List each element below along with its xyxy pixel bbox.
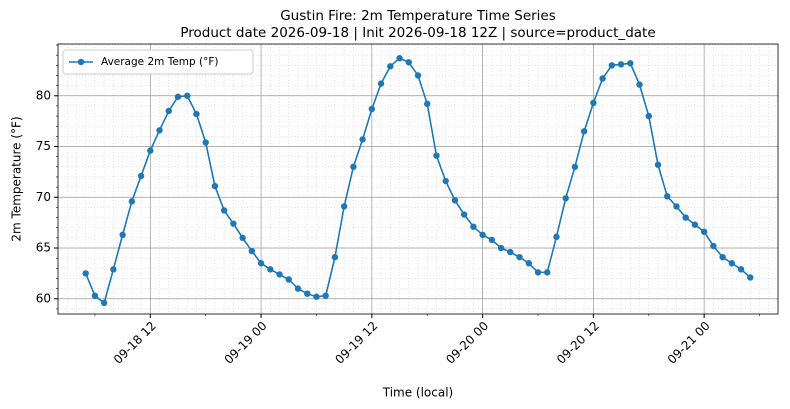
data-point [331,253,339,261]
plot-frame [57,43,779,315]
data-point [368,105,376,113]
y-tick-label: 65 [36,241,51,255]
data-point [654,161,662,168]
data-point [636,81,643,88]
data-point [110,266,117,273]
chart-title: Gustin Fire: 2m Temperature Time Series [280,8,556,24]
data-point [377,80,385,87]
data-point [673,203,680,210]
data-point [193,110,200,118]
legend-box [62,49,254,75]
data-point [100,299,108,307]
data-point [470,223,477,230]
data-point [359,136,366,143]
data-point [479,231,486,239]
data-point [737,266,745,273]
data-point [184,92,191,99]
data-point [460,211,468,218]
y-tick-label: 80 [36,88,51,102]
data-point [322,292,329,299]
x-tick-label: 09-18 12 [111,319,159,367]
legend-label: Average 2m Temp (°F) [101,56,219,68]
data-point [562,195,569,202]
x-tick-label: 09-20 00 [443,319,491,367]
data-point [424,100,431,108]
data-point [165,107,172,115]
data-point [313,293,320,300]
y-tick-label: 70 [36,190,51,204]
data-point [350,163,357,171]
data-point [645,112,652,120]
data-point [719,253,726,261]
data-point [387,63,394,70]
data-point [248,247,256,255]
data-point [627,60,634,67]
data-point [488,236,496,244]
data-point [396,55,403,62]
x-tick-label: 09-21 00 [665,319,713,367]
data-point [147,147,154,154]
data-point [304,290,311,297]
y-tick-label: 75 [36,139,51,153]
data-point [617,61,625,68]
data-point [691,221,699,228]
data-point [553,233,560,241]
data-point [710,242,717,250]
x-axis-label: Time (local) [382,386,454,400]
data-point [700,228,708,235]
data-point [211,182,219,190]
data-point [516,253,523,261]
data-point [82,270,89,277]
data-point [507,248,514,256]
x-tick-label: 09-20 12 [554,319,602,367]
data-point [202,139,209,146]
legend-marker [77,58,85,66]
chart-subtitle: Product date 2026-09-18 | Init 2026-09-1… [180,25,655,41]
data-point [451,197,459,204]
data-point [590,99,597,107]
data-point [525,260,532,267]
data-point [257,260,265,267]
data-point [433,152,440,159]
data-point [137,172,145,180]
data-point [747,274,754,281]
data-point [580,128,588,135]
y-axis-label: 2m Temperature (°F) [10,116,24,241]
data-point [728,260,736,267]
data-point [294,285,302,292]
data-point [285,276,292,283]
data-point [119,231,126,239]
y-tick-label: 60 [36,291,51,305]
data-point [405,59,412,66]
data-point [267,266,274,273]
data-point [571,163,579,171]
data-point [239,234,246,242]
data-point [608,62,616,69]
data-point [442,177,449,185]
data-point [414,72,422,79]
data-point [174,93,182,100]
data-point [664,193,671,200]
x-tick-label: 09-19 12 [332,319,380,367]
data-point [340,203,348,210]
data-point [230,220,237,227]
data-point [544,269,551,276]
data-point [128,198,136,205]
data-point [497,244,505,252]
data-point [220,207,228,214]
data-point [276,271,283,278]
data-point [156,127,163,134]
data-point [599,75,606,82]
data-point [91,292,99,299]
data-point [534,269,542,276]
data-point [682,214,689,221]
x-tick-label: 09-19 00 [222,319,270,367]
